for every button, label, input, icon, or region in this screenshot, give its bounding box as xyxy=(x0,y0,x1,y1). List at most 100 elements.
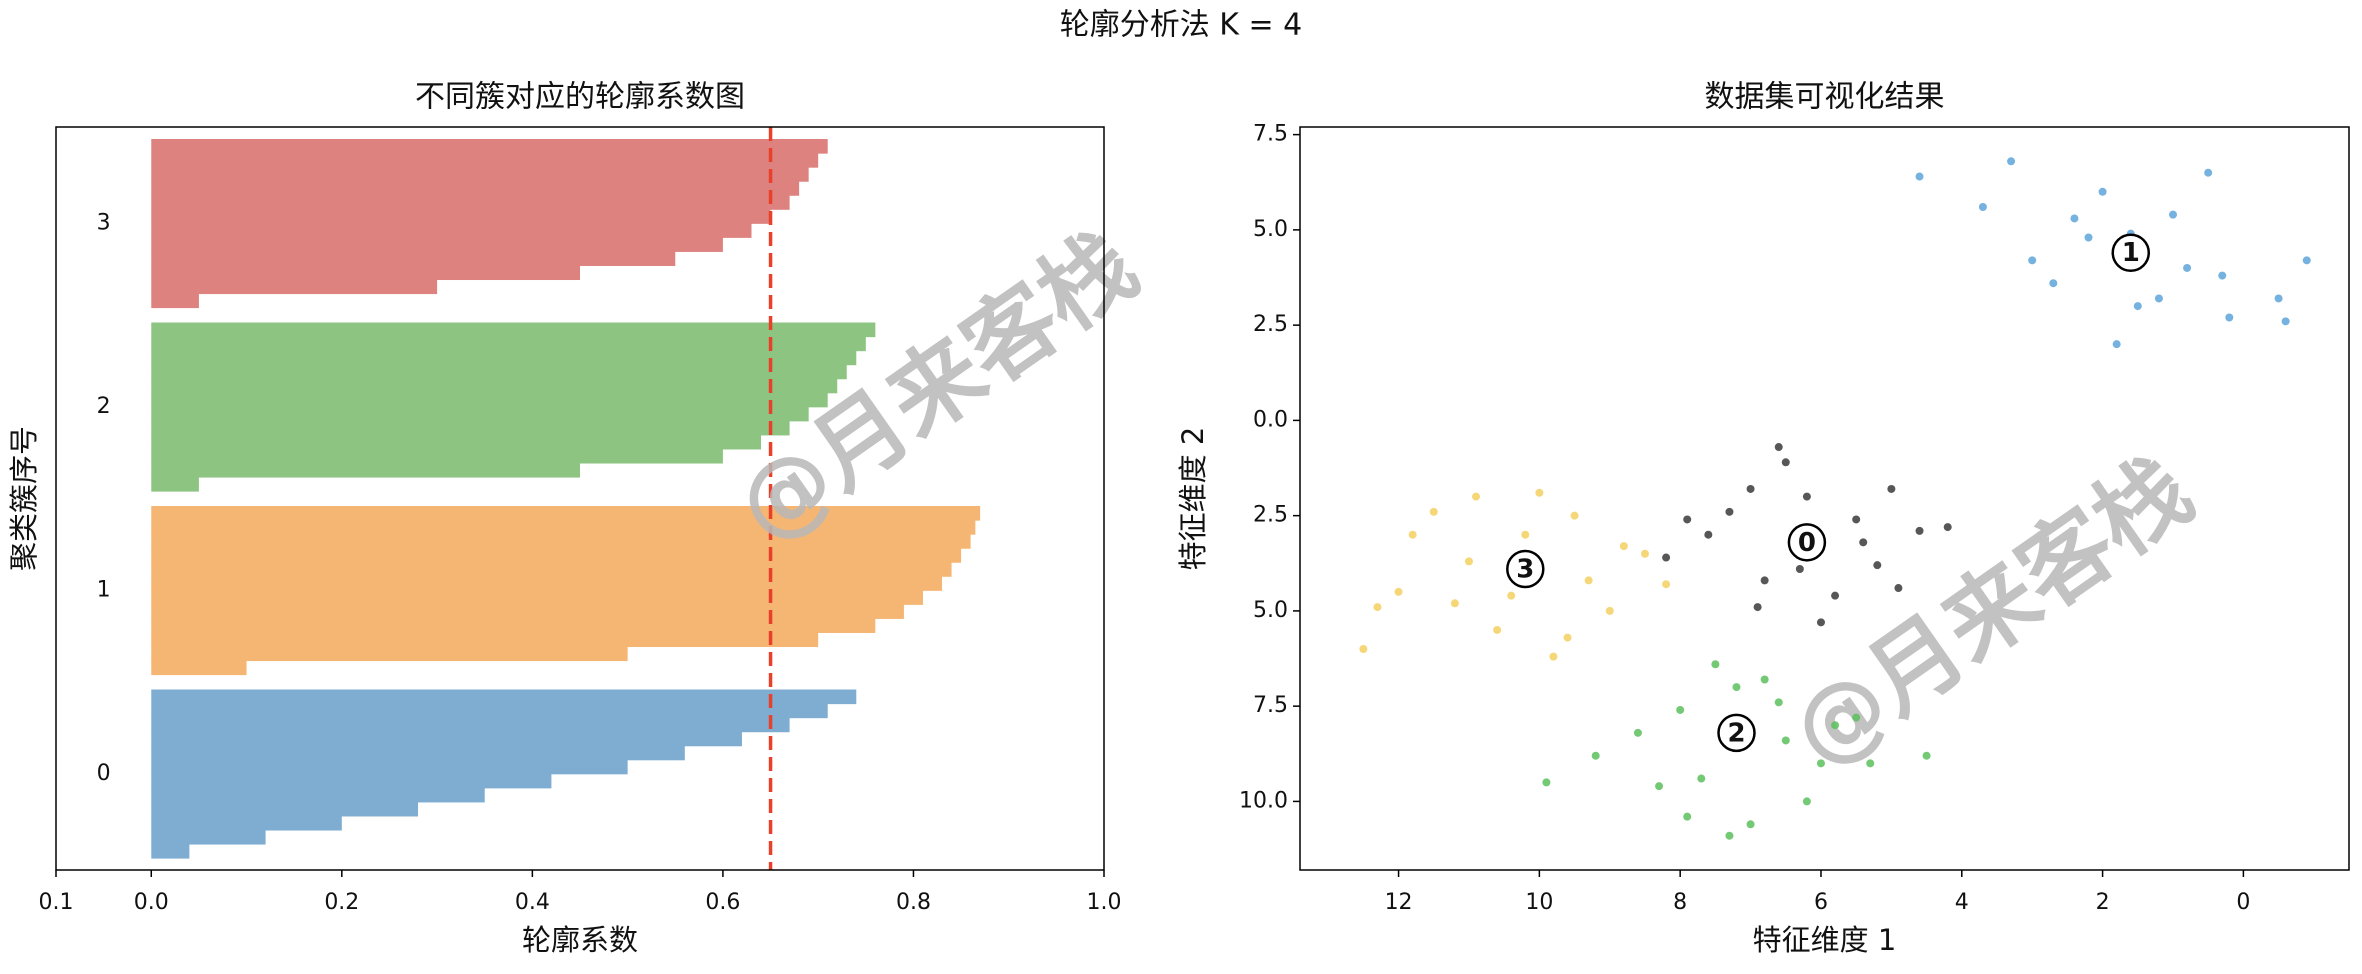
silhouette-strip xyxy=(151,392,828,408)
silhouette-strip xyxy=(151,364,847,380)
point xyxy=(1816,618,1825,627)
chart-title: 不同簇对应的轮廓系数图 xyxy=(415,80,745,115)
point xyxy=(1859,538,1868,547)
silhouette-strip xyxy=(151,209,771,224)
y-tick-label: 10.0 xyxy=(1239,788,1288,813)
x-tick-label: 0.8 xyxy=(896,890,931,915)
point xyxy=(1922,751,1931,760)
silhouette-strip xyxy=(151,576,943,591)
point xyxy=(1640,549,1649,558)
x-tick-label: 10 xyxy=(1525,890,1553,915)
silhouette-strip xyxy=(151,562,952,577)
point xyxy=(1591,751,1600,760)
point xyxy=(1619,542,1628,551)
x-tick-label: 1.0 xyxy=(1087,890,1122,915)
point xyxy=(1683,812,1692,821)
figure-title: 轮廓分析法 K = 4 xyxy=(1060,8,1303,43)
silhouette-strip xyxy=(151,632,819,648)
x-tick-label: 12 xyxy=(1385,890,1413,915)
point xyxy=(1915,526,1924,535)
silhouette-strip xyxy=(151,618,876,633)
point xyxy=(1507,591,1516,600)
point xyxy=(2154,294,2163,303)
point xyxy=(1943,523,1952,532)
point xyxy=(1725,507,1734,516)
silhouette-strip xyxy=(151,815,342,831)
x-tick-label: 0.0 xyxy=(134,890,169,915)
x-tick-label: 2 xyxy=(2096,890,2110,915)
cluster-center xyxy=(1506,549,1545,589)
point xyxy=(1760,675,1769,684)
point xyxy=(1831,591,1840,600)
point xyxy=(1570,511,1579,520)
point xyxy=(2070,214,2079,223)
silhouette-strip xyxy=(151,434,762,450)
silhouette-strip xyxy=(151,731,742,747)
watermark: @月来客栈 xyxy=(1772,436,2210,788)
point xyxy=(1781,458,1790,467)
silhouette-strip xyxy=(151,506,981,521)
silhouette-strip xyxy=(151,350,857,366)
x-tick-label: 0.1 xyxy=(39,890,74,915)
silhouette-strip xyxy=(151,462,581,478)
y-tick-label: 0.0 xyxy=(1253,407,1288,432)
point xyxy=(1816,759,1825,768)
point xyxy=(1978,203,1987,212)
point xyxy=(1408,530,1417,539)
silhouette-strip xyxy=(151,829,266,845)
point xyxy=(1802,797,1811,806)
point xyxy=(1429,507,1438,516)
point xyxy=(1633,728,1642,737)
point xyxy=(2204,168,2213,177)
point xyxy=(1662,580,1671,589)
x-tick-label: 0.6 xyxy=(705,890,740,915)
cluster-center xyxy=(2111,233,2151,272)
point xyxy=(1697,774,1706,783)
point xyxy=(1704,530,1713,539)
point xyxy=(1464,557,1473,566)
point xyxy=(2281,317,2290,326)
silhouette-strip xyxy=(151,167,809,182)
point xyxy=(1563,633,1572,642)
point xyxy=(1915,172,1924,181)
x-axis-label: 轮廓系数 xyxy=(522,923,638,957)
x-tick-label: 8 xyxy=(1673,890,1687,915)
point xyxy=(1725,831,1734,840)
point xyxy=(2112,340,2121,349)
point xyxy=(1894,584,1903,593)
silhouette-strip xyxy=(151,703,828,719)
point xyxy=(1802,492,1811,501)
silhouette-strip xyxy=(151,745,685,761)
point xyxy=(1655,782,1664,791)
point xyxy=(2168,210,2177,219)
y-tick-label: 5.0 xyxy=(1253,217,1288,242)
y-axis-label: 特征维度 2 xyxy=(1176,427,1210,571)
x-tick-label: 0.4 xyxy=(515,890,550,915)
point xyxy=(1605,606,1614,615)
silhouette-strip xyxy=(151,520,976,535)
silhouette-strip xyxy=(151,801,419,817)
y-axis-label: 聚类簇序号 xyxy=(7,426,41,571)
silhouette-strip xyxy=(151,787,485,803)
point xyxy=(1795,564,1804,573)
y-tick-label: 2.5 xyxy=(1253,503,1288,528)
point xyxy=(1732,683,1741,692)
silhouette-strip xyxy=(151,153,819,168)
point xyxy=(1760,576,1769,585)
silhouette-strip xyxy=(151,476,199,492)
point xyxy=(1472,492,1481,501)
silhouette-strip xyxy=(151,265,581,281)
point xyxy=(1831,721,1840,730)
silhouette-strip xyxy=(151,322,876,338)
silhouette-strip xyxy=(151,251,676,266)
point xyxy=(1852,713,1861,722)
point xyxy=(2049,279,2058,288)
silhouette-strip xyxy=(151,139,828,154)
silhouette-strip xyxy=(151,378,838,394)
point xyxy=(1521,530,1530,539)
silhouette-strip xyxy=(151,406,809,422)
silhouette-strip xyxy=(151,717,790,733)
point xyxy=(1542,778,1551,787)
silhouette-strip xyxy=(151,759,628,775)
silhouette-strip xyxy=(151,195,790,210)
